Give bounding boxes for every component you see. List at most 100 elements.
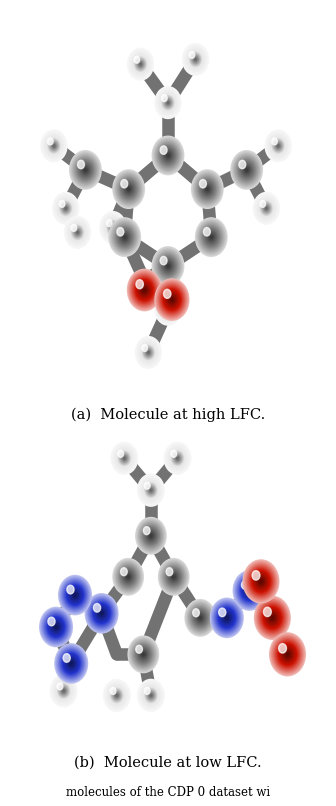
Circle shape [159,559,188,594]
Circle shape [161,561,186,592]
Circle shape [149,693,153,698]
Text: (a)  Molecule at high LFC.: (a) Molecule at high LFC. [71,408,265,422]
Circle shape [264,609,280,628]
Circle shape [60,650,82,676]
Circle shape [117,450,132,467]
Circle shape [138,340,159,365]
Circle shape [223,614,230,621]
Circle shape [191,54,200,65]
Circle shape [163,149,173,162]
Circle shape [66,218,89,247]
Circle shape [114,692,119,699]
Circle shape [131,53,150,75]
Circle shape [162,563,185,591]
Circle shape [140,343,156,362]
Circle shape [137,519,165,552]
Circle shape [134,56,140,63]
Circle shape [206,231,217,244]
Circle shape [165,305,171,314]
Circle shape [112,226,114,228]
Circle shape [56,197,76,220]
Circle shape [115,560,142,593]
Circle shape [114,171,143,207]
Circle shape [111,221,138,253]
Circle shape [157,252,179,280]
Circle shape [255,195,278,222]
Circle shape [55,680,72,701]
Circle shape [167,155,169,156]
Circle shape [190,605,211,630]
Circle shape [62,205,69,212]
Circle shape [143,686,159,705]
Circle shape [191,606,210,629]
Circle shape [194,611,206,625]
Circle shape [53,144,55,147]
Circle shape [51,142,57,150]
Circle shape [138,679,164,712]
Circle shape [60,577,90,613]
Circle shape [156,251,180,280]
Circle shape [55,626,57,628]
Circle shape [166,153,170,157]
Circle shape [74,156,96,183]
Circle shape [248,588,251,592]
Circle shape [189,52,202,67]
Circle shape [260,580,262,583]
Circle shape [51,621,61,633]
Circle shape [126,186,131,192]
Circle shape [193,609,199,617]
Circle shape [78,161,92,178]
Circle shape [69,661,74,667]
Circle shape [160,93,176,112]
Circle shape [162,302,174,317]
Circle shape [245,562,277,600]
Circle shape [87,596,116,631]
Circle shape [110,687,124,704]
Circle shape [136,646,142,653]
Circle shape [66,657,77,671]
Circle shape [63,580,87,610]
Circle shape [60,202,71,214]
Circle shape [243,560,279,603]
Circle shape [72,225,83,239]
Circle shape [246,563,276,600]
Circle shape [245,584,254,596]
Circle shape [67,585,83,604]
Circle shape [64,654,79,672]
Circle shape [170,450,185,467]
Circle shape [259,580,263,584]
Circle shape [285,651,290,658]
Circle shape [116,695,118,696]
Circle shape [113,222,136,251]
Circle shape [163,260,173,272]
Circle shape [109,218,140,256]
Circle shape [114,559,142,594]
Circle shape [262,605,283,631]
Circle shape [141,478,161,502]
Circle shape [114,692,120,700]
Circle shape [115,693,119,698]
Circle shape [43,132,65,160]
Circle shape [147,485,155,495]
Circle shape [199,178,216,200]
Circle shape [167,102,169,103]
Circle shape [164,442,191,474]
Circle shape [50,141,58,151]
Circle shape [97,608,107,619]
Circle shape [74,228,81,236]
Circle shape [237,158,256,181]
Circle shape [40,608,72,646]
Circle shape [71,152,99,187]
Circle shape [47,138,60,154]
Circle shape [188,50,203,69]
Circle shape [73,155,98,185]
Circle shape [138,61,143,68]
Circle shape [162,94,174,110]
Circle shape [159,285,184,315]
Circle shape [272,636,303,672]
Circle shape [44,133,64,159]
Circle shape [158,253,178,278]
Circle shape [149,488,153,492]
Circle shape [93,604,110,623]
Circle shape [210,236,212,238]
